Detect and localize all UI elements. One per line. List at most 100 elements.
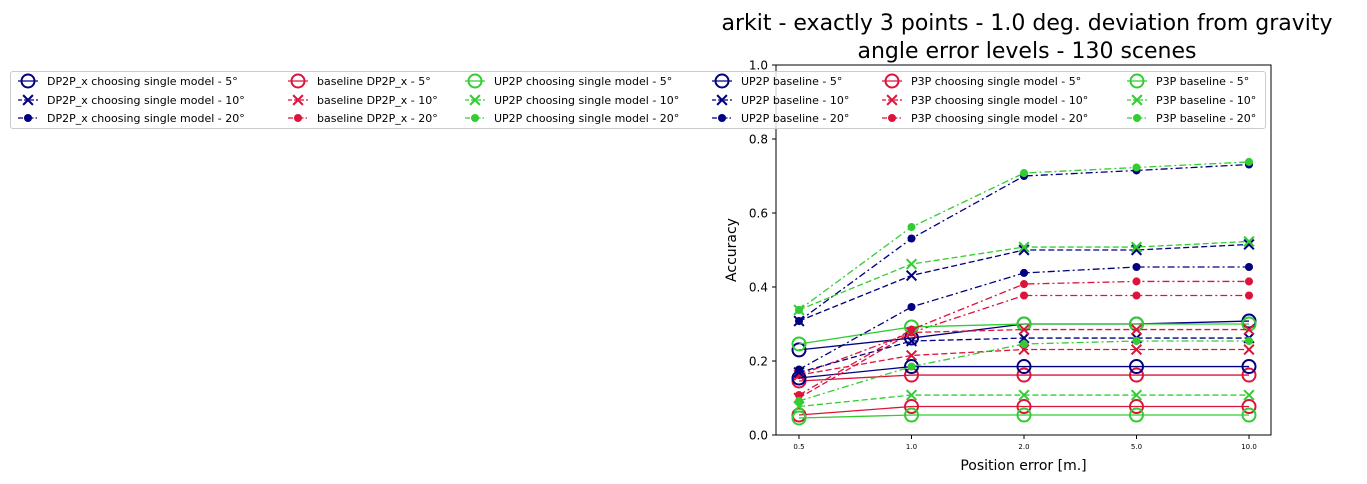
marker-stroke (22, 94, 34, 106)
point-marker (794, 317, 804, 326)
marker-stroke (1243, 389, 1255, 401)
legend-label: DP2P_x choosing single model - 5° (47, 75, 238, 88)
marker-stroke (1130, 323, 1143, 336)
point-marker (1132, 291, 1141, 300)
legend-item: UP2P baseline - 10° (712, 94, 849, 107)
marker-stroke (1243, 343, 1255, 356)
point-marker (1132, 336, 1141, 346)
point-marker (1132, 163, 1141, 172)
point-marker (1130, 241, 1143, 253)
point-marker (1132, 113, 1142, 123)
legend-item: UP2P choosing single model - 5° (465, 73, 672, 89)
point-marker (1018, 332, 1030, 344)
series (791, 407, 1257, 426)
point-marker (20, 73, 36, 89)
point-marker (1018, 389, 1030, 401)
marker-stroke (1018, 323, 1030, 336)
point-marker (1244, 291, 1254, 300)
legend-item: P3P baseline - 20° (1127, 112, 1256, 125)
marker-stroke (469, 94, 481, 106)
point-marker (470, 113, 480, 123)
marker-stroke (905, 269, 918, 282)
point-marker (905, 335, 918, 347)
y-tick-label: 0.4 (749, 281, 768, 295)
point-marker (1129, 407, 1144, 423)
point-marker (1243, 389, 1255, 401)
point-marker (1130, 323, 1143, 336)
marker-stroke (1130, 241, 1143, 253)
legend-item: UP2P baseline - 5° (712, 73, 842, 89)
series-line (798, 340, 1249, 402)
point-marker (794, 391, 804, 400)
y-tick-label: 0.2 (749, 355, 768, 369)
point-marker (904, 359, 919, 375)
point-marker (1132, 262, 1141, 272)
marker-stroke (1130, 389, 1143, 401)
y-tick-label: 0.8 (749, 133, 768, 147)
point-marker (1018, 323, 1030, 336)
point-marker (1018, 241, 1030, 253)
point-marker (794, 305, 804, 314)
x-tick-label: 10.0 (1241, 443, 1257, 451)
point-marker (1129, 399, 1144, 415)
point-marker (1016, 359, 1032, 375)
point-marker (1130, 389, 1143, 401)
point-marker (1129, 359, 1144, 375)
y-tick-label: 0.0 (749, 429, 768, 443)
marker-stroke (1243, 238, 1255, 251)
chart-title-line: arkit - exactly 3 points - 1.0 deg. devi… (721, 11, 1332, 36)
legend-item: baseline DP2P_x - 10° (288, 94, 438, 107)
legend-label: P3P baseline - 20° (1156, 112, 1256, 125)
point-marker (904, 399, 919, 415)
point-marker (1129, 367, 1144, 383)
legend-label: P3P baseline - 5° (1156, 75, 1249, 88)
point-marker (794, 396, 804, 405)
series (794, 157, 1254, 314)
chart-title-line: angle error levels - 130 scenes (857, 39, 1196, 64)
x-tick-label: 5.0 (1131, 443, 1142, 451)
marker-stroke (905, 389, 918, 401)
legend-item: UP2P baseline - 20° (712, 112, 849, 125)
legend-item: DP2P_x choosing single model - 20° (18, 112, 245, 125)
series (793, 235, 1255, 316)
x-axis-label: Position error [m.] (960, 458, 1086, 474)
legend-label: DP2P_x choosing single model - 10° (47, 94, 245, 107)
series (793, 389, 1255, 413)
point-marker (1241, 359, 1257, 375)
series-line (798, 405, 1249, 416)
point-marker (290, 73, 306, 89)
point-marker (1243, 238, 1255, 251)
marker-stroke (886, 94, 898, 106)
series-layer (791, 157, 1257, 426)
marker-stroke (905, 258, 918, 270)
legend-label: P3P choosing single model - 20° (911, 112, 1088, 125)
point-marker (794, 371, 804, 380)
point-marker (1131, 94, 1143, 106)
series-line (798, 374, 1249, 382)
legend-item: DP2P_x choosing single model - 5° (18, 73, 238, 89)
legend-label: DP2P_x choosing single model - 20° (47, 112, 245, 125)
marker-stroke (1018, 241, 1030, 253)
series (794, 277, 1254, 400)
legend-label: P3P choosing single model - 10° (911, 94, 1088, 107)
point-marker (884, 73, 900, 89)
legend-item: P3P choosing single model - 5° (882, 73, 1081, 89)
legend-item: baseline DP2P_x - 5° (288, 73, 431, 89)
legend-item: P3P choosing single model - 10° (882, 94, 1088, 107)
point-marker (717, 113, 727, 123)
y-tick-label: 0.6 (749, 207, 768, 221)
marker-stroke (905, 349, 918, 362)
point-marker (1244, 157, 1254, 166)
marker-stroke (716, 94, 728, 106)
series-line (798, 365, 1249, 379)
point-marker (1016, 407, 1032, 423)
point-marker (905, 349, 918, 362)
point-marker (904, 407, 919, 423)
point-marker (716, 94, 728, 106)
marker-stroke (1131, 94, 1143, 106)
series-line (798, 328, 1249, 399)
point-marker (1244, 277, 1254, 286)
marker-stroke (1018, 389, 1030, 401)
point-marker (791, 336, 807, 352)
